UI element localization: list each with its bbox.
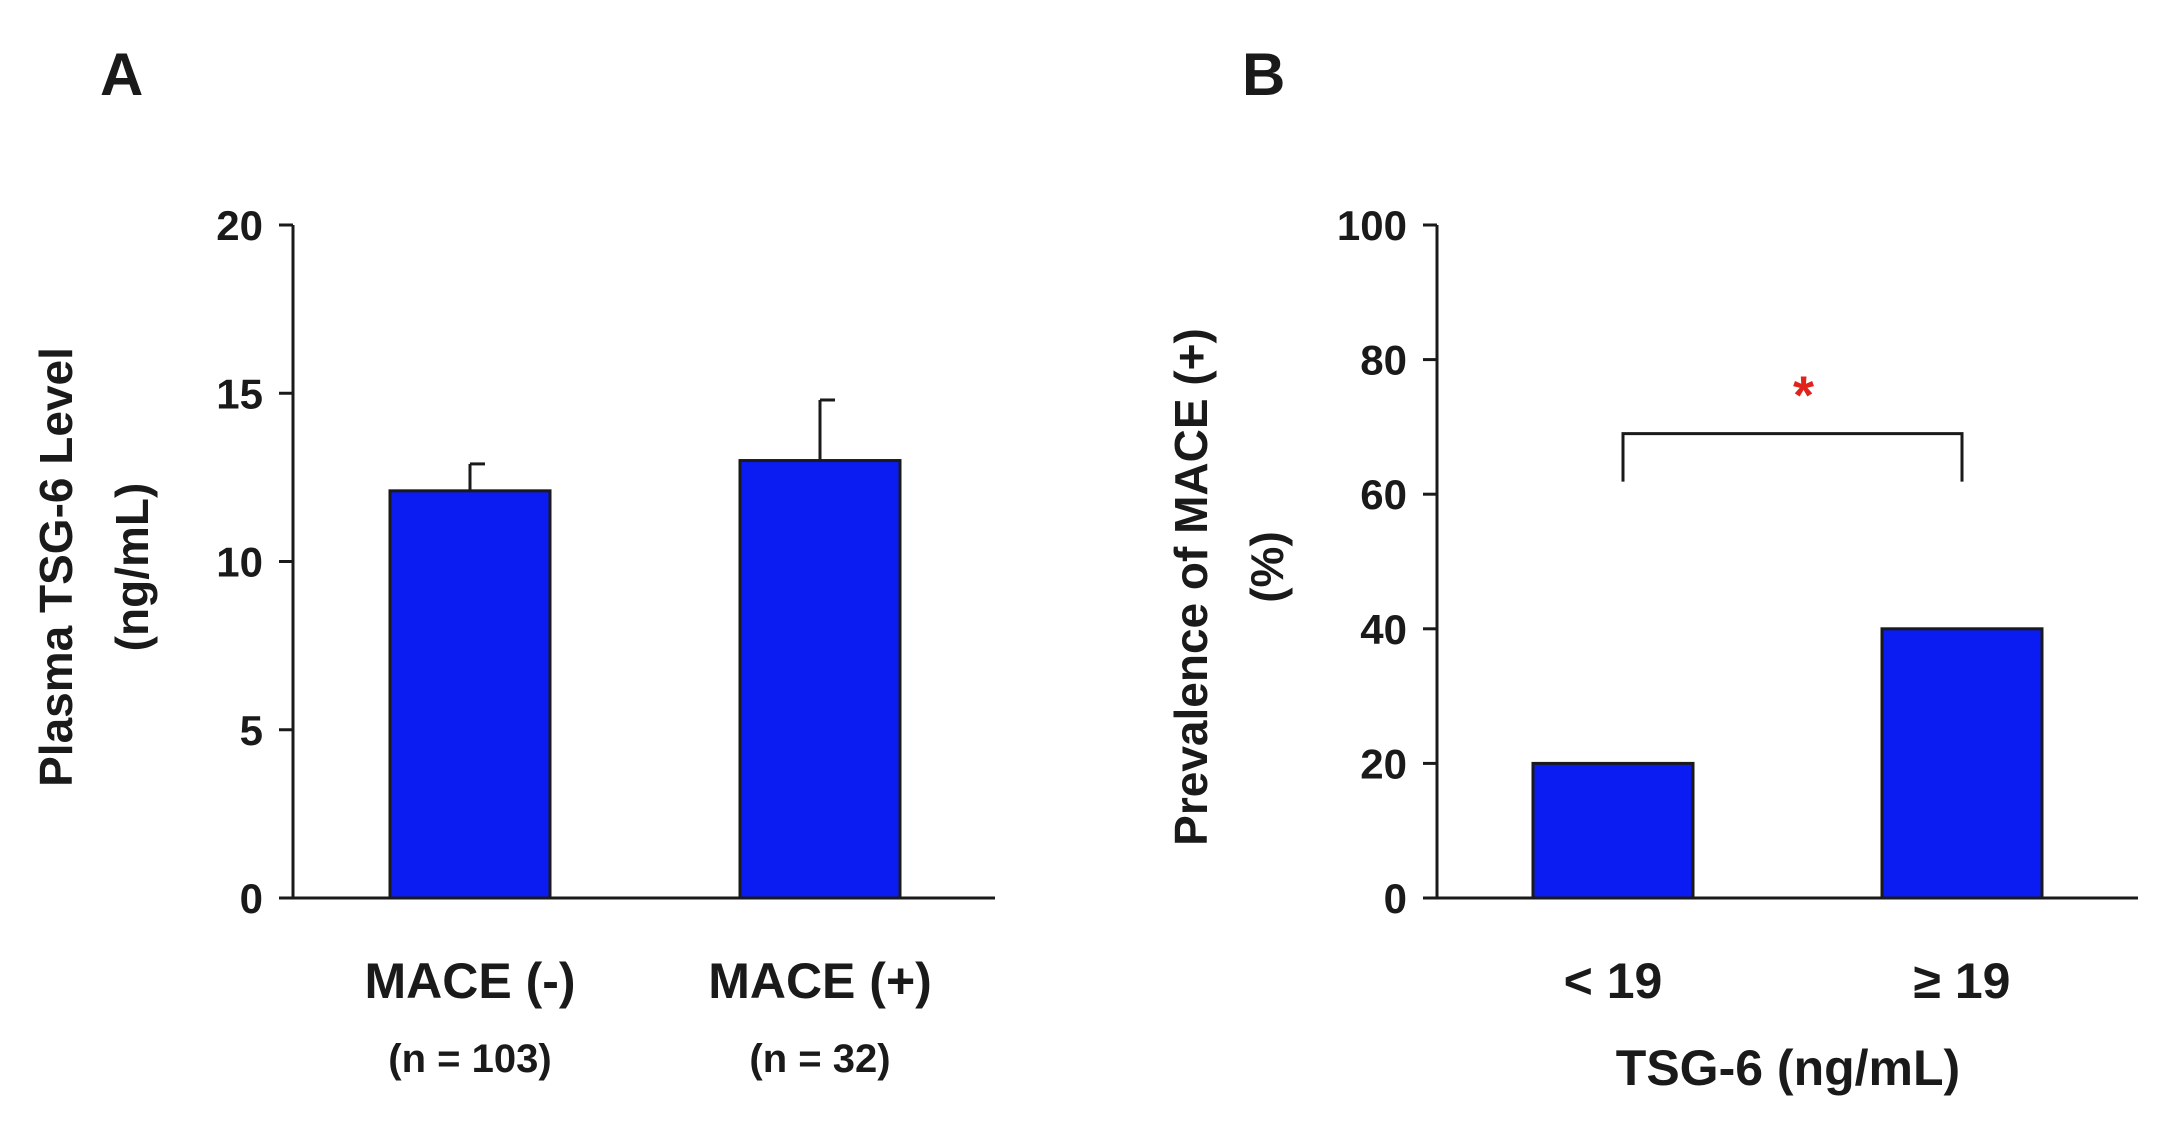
ytick-label: 0 [240, 875, 263, 922]
significance-asterisk: * [1793, 366, 1814, 426]
ytick-label: 5 [240, 707, 263, 754]
ytick-label: 15 [216, 370, 263, 417]
ytick-label: 0 [1384, 875, 1407, 922]
category-label: MACE (-) [364, 953, 575, 1009]
ytick-label: 20 [216, 202, 263, 249]
panel-b: B Prevalence of MACE (+) (%) 0 20 40 60 80 10… [1165, 41, 2138, 1096]
panel-a: A Plasma TSG-6 Level (ng/mL) 0 5 10 15 20 MA… [30, 41, 995, 1081]
ytick-label: 80 [1360, 337, 1407, 384]
panel-a-bars [388, 459, 902, 900]
significance-bracket [1621, 432, 1964, 482]
panel-b-category-labels: < 19 ≥ 19 [1564, 953, 2011, 1009]
ytick-label: 100 [1337, 202, 1407, 249]
panel-a-label: A [100, 41, 143, 108]
category-sample-size: (n = 103) [388, 1037, 551, 1081]
panel-a-category-labels: MACE (-) (n = 103) MACE (+) (n = 32) [364, 953, 931, 1081]
panel-b-xlabel: TSG-6 (ng/mL) [1616, 1040, 1960, 1096]
panel-a-ylabel-line1: Plasma TSG-6 Level [30, 347, 82, 787]
bar [1880, 627, 2044, 900]
ytick-label: 20 [1360, 740, 1407, 787]
panel-b-label: B [1242, 41, 1285, 108]
bar [388, 489, 552, 900]
category-label: MACE (+) [708, 953, 932, 1009]
ytick-label: 40 [1360, 606, 1407, 653]
panel-a-error-bars [468, 398, 835, 491]
category-label: < 19 [1564, 953, 1663, 1009]
panel-b-bars [1531, 627, 2044, 900]
panel-b-yticks: 0 20 40 60 80 100 [1337, 202, 1437, 922]
panel-b-ylabel-line2: (%) [1241, 531, 1293, 603]
panel-b-ylabel-line1: Prevalence of MACE (+) [1165, 328, 1217, 846]
ytick-label: 60 [1360, 471, 1407, 518]
ytick-label: 10 [216, 539, 263, 586]
panel-a-ylabel-line2: (ng/mL) [106, 483, 158, 652]
category-sample-size: (n = 32) [749, 1037, 890, 1081]
bar [738, 459, 902, 900]
bar [1531, 761, 1695, 900]
panel-a-yticks: 0 5 10 15 20 [216, 202, 293, 922]
category-label: ≥ 19 [1914, 953, 2011, 1009]
